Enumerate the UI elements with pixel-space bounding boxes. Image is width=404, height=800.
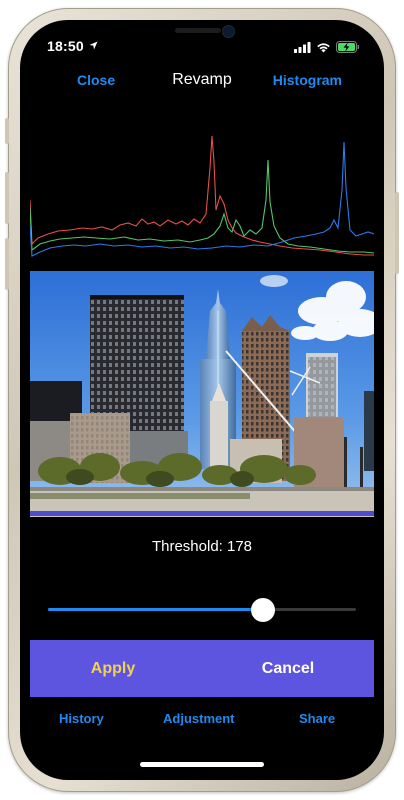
tab-history[interactable]: History — [59, 711, 104, 726]
city-skyline-photo — [30, 271, 374, 517]
close-button[interactable]: Close — [77, 72, 116, 88]
action-bar: Apply Cancel — [30, 640, 374, 697]
tab-bar: History Adjustment Share — [20, 708, 384, 732]
cellular-signal-icon — [294, 41, 311, 53]
rgb-histogram — [30, 135, 374, 257]
threshold-label: Threshold: 178 — [151, 538, 253, 555]
front-camera — [222, 25, 235, 38]
location-arrow-icon — [89, 41, 98, 50]
page-title: Revamp — [172, 71, 232, 88]
photo-bottom-strip — [30, 511, 374, 516]
status-icons — [294, 41, 360, 53]
side-button — [395, 192, 399, 274]
tab-share[interactable]: Share — [299, 711, 336, 726]
slider-thumb[interactable] — [250, 598, 275, 622]
status-time: 18:50 — [47, 38, 84, 54]
speaker — [175, 28, 221, 33]
home-indicator[interactable] — [140, 762, 264, 767]
apply-button[interactable]: Apply — [30, 640, 202, 697]
status-bar: 18:50 — [20, 20, 384, 72]
histogram-red-channel — [30, 135, 374, 256]
screen: 18:50 — [20, 20, 384, 780]
notch — [130, 20, 274, 50]
mute-switch — [5, 118, 9, 144]
battery-charging-icon — [336, 41, 360, 53]
tab-adjustment[interactable]: Adjustment — [163, 711, 235, 726]
wifi-icon — [317, 42, 330, 52]
histogram-green-channel — [30, 159, 374, 254]
slider-fill — [48, 608, 263, 611]
volume-down-button — [5, 238, 9, 290]
nav-bar: Close Revamp Histogram — [20, 68, 384, 96]
histogram-blue-channel — [30, 141, 374, 257]
histogram-button[interactable]: Histogram — [272, 72, 342, 88]
volume-up-button — [5, 172, 9, 224]
cancel-button[interactable]: Cancel — [202, 640, 374, 697]
threshold-slider[interactable] — [48, 598, 356, 622]
